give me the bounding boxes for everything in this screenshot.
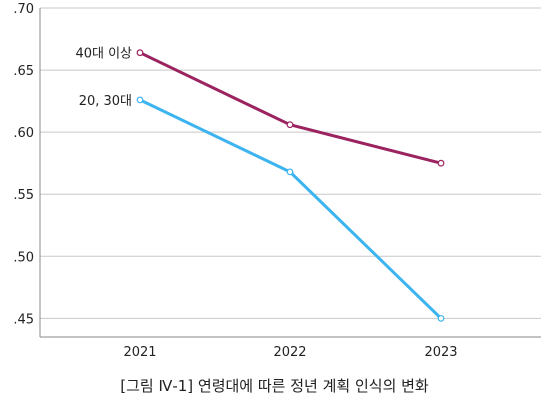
- y-tick-label-5: .70: [13, 2, 34, 17]
- y-tick-label-2: .55: [13, 188, 34, 203]
- series-1-point-2021: [136, 96, 144, 104]
- x-tick-label-2021: 2021: [123, 345, 156, 360]
- series-line-0: [138, 51, 443, 165]
- figure-caption: [그림 Ⅳ-1] 연령대에 따른 정년 계획 인식의 변화: [120, 377, 429, 395]
- y-tick-label-1: .50: [13, 250, 34, 265]
- series-0-point-2022: [286, 121, 294, 129]
- y-tick-label-0: .45: [13, 312, 34, 327]
- series-0-point-2021: [136, 49, 144, 57]
- series-0-point-2023: [437, 159, 445, 167]
- series-label-1: 20, 30대: [79, 94, 132, 109]
- series-label-0: 40대 이상: [75, 47, 132, 62]
- series-1-point-2023: [437, 314, 445, 322]
- y-tick-label-4: .65: [13, 64, 34, 79]
- series-1-point-2022: [286, 168, 294, 176]
- line-chart: .45 .50 .55 .60 .65 .70 2021 2022 2023 40대 이상 20…: [13, 2, 541, 360]
- x-tick-label-2023: 2023: [424, 345, 457, 360]
- y-tick-label-3: .60: [13, 126, 34, 141]
- x-tick-label-2022: 2022: [273, 345, 306, 360]
